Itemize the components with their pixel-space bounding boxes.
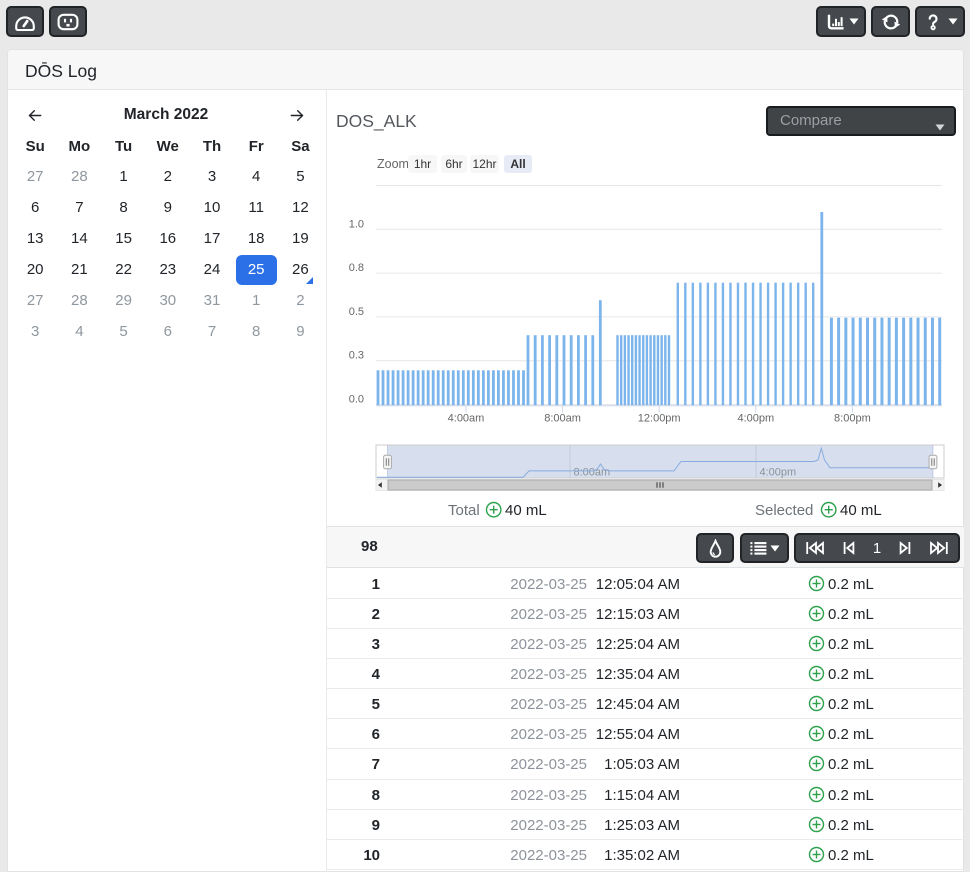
svg-text:0.3: 0.3: [349, 350, 364, 362]
svg-text:0.0: 0.0: [349, 394, 364, 406]
svg-text:4:00pm: 4:00pm: [760, 467, 797, 479]
svg-text:8:00am: 8:00am: [574, 467, 611, 479]
svg-text:8:00pm: 8:00pm: [834, 413, 871, 425]
svg-text:4:00pm: 4:00pm: [737, 413, 774, 425]
svg-text:4:00am: 4:00am: [448, 413, 485, 425]
svg-text:0.8: 0.8: [349, 262, 364, 274]
svg-text:1.0: 1.0: [349, 218, 364, 230]
svg-text:0.5: 0.5: [349, 306, 364, 318]
svg-text:8:00am: 8:00am: [544, 413, 581, 425]
svg-text:12:00pm: 12:00pm: [638, 413, 681, 425]
